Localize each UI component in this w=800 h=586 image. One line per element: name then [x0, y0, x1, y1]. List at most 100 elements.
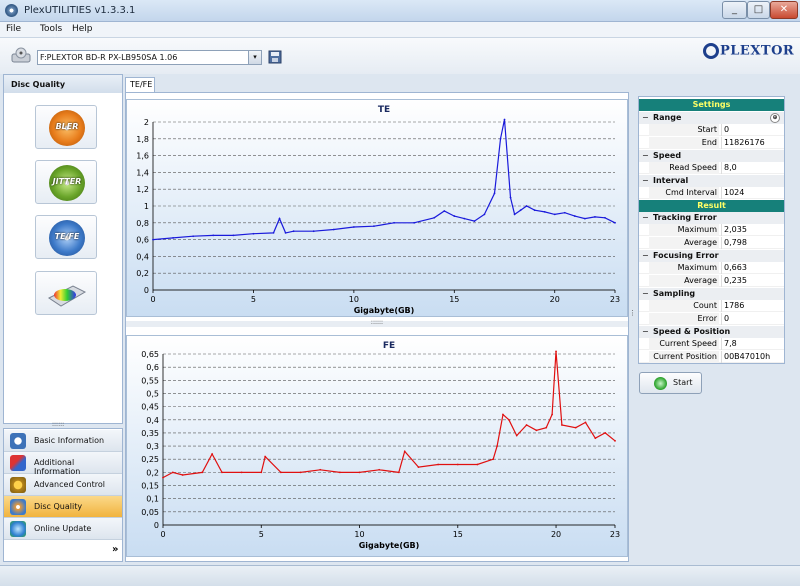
group-interval[interactable]: − Interval: [639, 175, 784, 187]
data-point: [594, 216, 596, 218]
collapse-icon[interactable]: −: [642, 176, 649, 185]
nav-label: Additional Information: [34, 458, 81, 476]
group-speed-position[interactable]: − Speed & Position: [639, 326, 784, 338]
collapse-icon[interactable]: −: [642, 113, 649, 122]
maximize-button[interactable]: □: [747, 1, 770, 19]
group-label: Sampling: [653, 289, 696, 298]
row-label: Start: [649, 124, 719, 136]
menu-bar: File Tools Help: [0, 22, 800, 38]
menu-help[interactable]: Help: [72, 24, 93, 34]
tefe-disc-icon: TE/FE: [49, 220, 85, 256]
group-focusing-error[interactable]: − Focusing Error: [639, 250, 784, 262]
data-point: [252, 232, 255, 235]
data-point: [509, 196, 512, 199]
data-point: [551, 413, 554, 416]
collapse-icon[interactable]: −: [642, 289, 649, 298]
row-label: Current Speed: [649, 338, 719, 350]
row-value[interactable]: 11826176: [721, 137, 783, 149]
nav-disc-quality[interactable]: Disc Quality: [4, 496, 122, 518]
data-point: [499, 137, 502, 140]
row-label: Cmd Interval: [649, 187, 719, 199]
y-tick-label: 0,8: [136, 219, 149, 228]
save-icon[interactable]: [268, 50, 282, 64]
data-point: [437, 463, 440, 466]
row-value[interactable]: 1024: [721, 187, 783, 199]
minimize-button[interactable]: _: [722, 1, 747, 19]
nav-advanced-control[interactable]: Advanced Control: [4, 474, 122, 496]
y-tick-label: 0,4: [136, 252, 149, 261]
close-button[interactable]: ✕: [770, 1, 798, 19]
play-icon: [654, 377, 667, 390]
row-value: 00B47010h: [721, 351, 783, 363]
x-tick-label: 5: [251, 295, 256, 304]
data-point: [212, 234, 215, 237]
chart-title: FE: [383, 341, 395, 351]
bler-label: BLER: [55, 122, 79, 131]
y-tick-label: 0,35: [141, 429, 159, 438]
plextor-logo: PLEXTOR: [703, 43, 794, 59]
menu-file[interactable]: File: [6, 24, 22, 34]
group-label: Range: [653, 113, 682, 122]
jitter-button[interactable]: JITTER: [35, 160, 97, 204]
nav-label: Online Update: [34, 524, 92, 533]
tab-tefe[interactable]: TE/FE: [125, 77, 155, 92]
y-tick-label: 0,4: [146, 416, 159, 425]
data-point: [280, 471, 282, 474]
nav-basic-information[interactable]: Basic Information: [4, 430, 122, 452]
data-point: [192, 235, 195, 238]
x-tick-label: 23: [610, 530, 620, 539]
data-point: [614, 221, 616, 224]
data-point: [533, 209, 536, 212]
group-speed[interactable]: − Speed: [639, 150, 784, 162]
collapse-icon[interactable]: −: [642, 151, 649, 160]
y-tick-label: 1,4: [136, 168, 149, 177]
data-point: [476, 463, 479, 466]
logo-ring-icon: [703, 43, 719, 59]
series-line: [162, 351, 616, 479]
drive-tray-icon: [48, 285, 87, 307]
chevron-down-icon[interactable]: ▾: [248, 51, 261, 64]
data-point: [403, 450, 406, 453]
row-label: Read Speed: [649, 162, 719, 174]
panel-grip[interactable]: ::::::: [52, 421, 65, 428]
group-label: Speed: [653, 151, 682, 160]
nav-more-icon[interactable]: »: [112, 544, 119, 555]
data-point: [604, 432, 607, 434]
group-sampling[interactable]: − Sampling: [639, 288, 784, 300]
vertical-splitter[interactable]: ⋮: [629, 309, 636, 317]
tefe-button[interactable]: TE/FE: [35, 215, 97, 259]
y-tick-label: 0,25: [141, 455, 159, 464]
data-point: [503, 118, 506, 121]
fe-chart-svg: FE 0 0,05 0,1 0,15 0,2 0,25 0,3 0,35 0,4 0,45 0,5 0,…: [141, 341, 620, 550]
nav-additional-information[interactable]: Additional Information: [4, 452, 122, 476]
app-icon: [5, 4, 18, 17]
data-point: [393, 221, 395, 224]
data-point: [525, 205, 528, 207]
scan-drive-button[interactable]: [35, 271, 97, 315]
expand-icon[interactable]: ⊕: [770, 113, 780, 123]
data-point: [162, 476, 164, 479]
row-value: 0: [721, 313, 783, 325]
row-value[interactable]: 8,0: [721, 162, 783, 174]
group-label: Tracking Error: [653, 213, 717, 222]
nav-online-update[interactable]: Online Update: [4, 518, 122, 540]
data-point: [594, 437, 597, 440]
collapse-icon[interactable]: −: [642, 213, 649, 222]
group-tracking-error[interactable]: − Tracking Error: [639, 212, 784, 224]
y-tick-label: 0: [144, 286, 149, 295]
menu-tools[interactable]: Tools: [40, 24, 63, 34]
bler-button[interactable]: BLER: [35, 105, 97, 149]
data-point: [284, 231, 287, 234]
collapse-icon[interactable]: −: [642, 251, 649, 260]
x-tick-label: 15: [449, 295, 459, 304]
chart-splitter[interactable]: ::::::: [126, 320, 628, 327]
group-range[interactable]: − Range ⊕: [639, 112, 784, 124]
row-value[interactable]: 0: [721, 124, 783, 136]
nav-label: Disc Quality: [34, 502, 83, 511]
x-tick-label: 0: [150, 295, 155, 304]
start-button[interactable]: Start: [639, 372, 702, 394]
data-point: [232, 234, 235, 237]
settings-icon: [10, 477, 26, 493]
drive-select[interactable]: F:PLEXTOR BD-R PX-LB950SA 1.06 ▾: [37, 50, 262, 65]
collapse-icon[interactable]: −: [642, 327, 649, 336]
